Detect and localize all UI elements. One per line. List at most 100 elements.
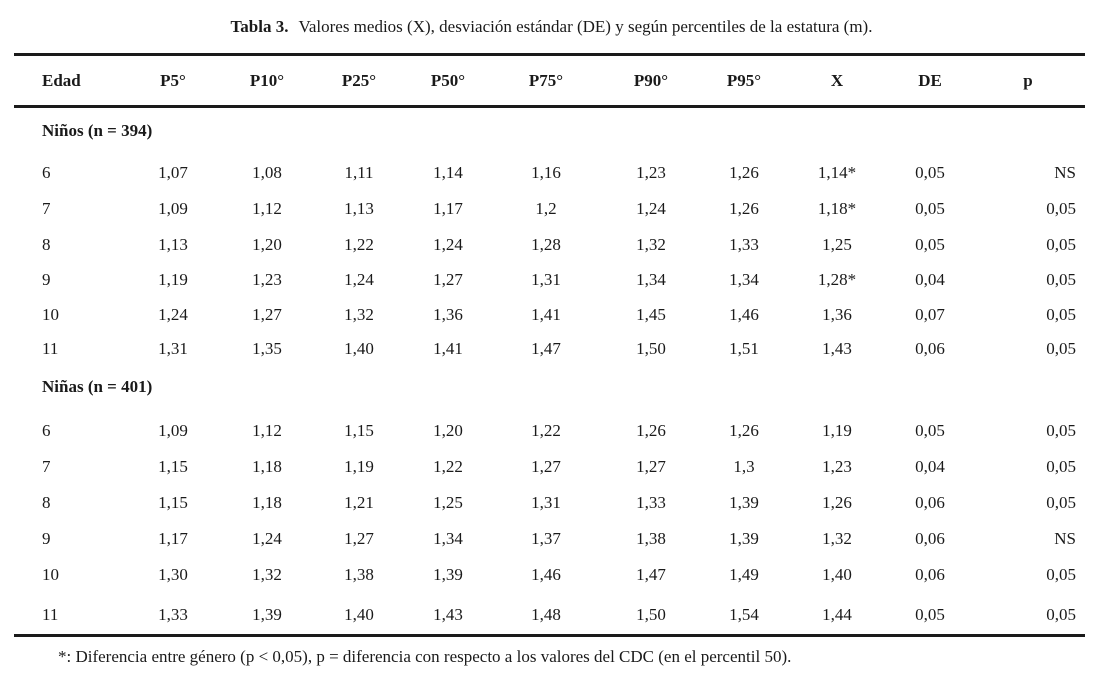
table-cell: 1,27	[252, 305, 282, 324]
table-cell: 1,26	[729, 421, 759, 440]
table-cell: 0,06	[915, 493, 945, 512]
group-title: Niños (n = 394)	[42, 121, 153, 140]
table-caption: Tabla 3. Valores medios (X), desviación …	[0, 16, 1103, 38]
column-header: P25°	[341, 71, 377, 90]
table-cell: 0,05	[1046, 339, 1076, 358]
table-cell: 1,15	[158, 493, 188, 512]
table-cell: 6	[42, 163, 51, 182]
table-cell: 1,32	[822, 529, 852, 548]
table-cell: 7	[42, 199, 51, 218]
table-cell: 0,04	[915, 457, 945, 476]
table-cell: 0,06	[915, 565, 945, 584]
table-cell: 0,05	[1046, 270, 1076, 289]
table-cell: 1,39	[729, 493, 759, 512]
table-caption-label: Tabla 3.	[230, 17, 289, 36]
column-header: P50°	[430, 71, 466, 90]
column-header: P90°	[633, 71, 669, 90]
table-cell: 1,09	[158, 421, 188, 440]
table-cell: 1,50	[636, 605, 666, 624]
table-cell: 0,05	[915, 421, 945, 440]
table-cell: 1,51	[729, 339, 759, 358]
table-cell: 1,23	[822, 457, 852, 476]
table-cell: 0,07	[915, 305, 945, 324]
table-cell: 1,15	[344, 421, 374, 440]
table-cell: 1,40	[344, 605, 374, 624]
table-cell: 1,31	[531, 493, 561, 512]
table-cell: 0,05	[1046, 199, 1076, 218]
table-cell: 1,24	[158, 305, 188, 324]
table-cell: 1,24	[344, 270, 374, 289]
table-cell: 11	[42, 605, 59, 624]
table-cell: 1,24	[636, 199, 666, 218]
table-cell: 1,32	[344, 305, 374, 324]
table-cell: 1,09	[158, 199, 188, 218]
table-cell: 0,04	[915, 270, 945, 289]
table-caption-text: Valores medios (X), desviación estándar …	[298, 17, 873, 36]
column-header: P75°	[528, 71, 564, 90]
table-cell: 1,30	[158, 565, 188, 584]
table-cell: 1,3	[733, 457, 755, 476]
table-cell: 1,27	[531, 457, 561, 476]
table-cell: 1,13	[158, 235, 188, 254]
table-cell: 1,22	[433, 457, 463, 476]
table-cell: 1,31	[158, 339, 188, 358]
table-cell: 10	[42, 565, 59, 584]
table-cell: 1,32	[636, 235, 666, 254]
table-header-rule	[14, 105, 1085, 108]
table-cell: 1,41	[433, 339, 463, 358]
table-cell: 6	[42, 421, 51, 440]
table-cell: 1,38	[636, 529, 666, 548]
table-cell: 1,13	[344, 199, 374, 218]
table-top-rule	[14, 53, 1085, 56]
table-cell: 1,14	[433, 163, 463, 182]
table-cell: 0,06	[915, 529, 945, 548]
table-cell: 0,05	[1046, 565, 1076, 584]
column-header: Edad	[42, 71, 81, 90]
table-cell: 1,18	[252, 457, 282, 476]
table-cell: 1,2	[535, 199, 557, 218]
table-cell: 1,40	[344, 339, 374, 358]
table-cell: 0,05	[1046, 457, 1076, 476]
table-cell: 1,48	[531, 605, 561, 624]
table-cell: 1,39	[252, 605, 282, 624]
table-cell: 1,36	[433, 305, 463, 324]
column-header: P95°	[726, 71, 762, 90]
table-cell: 1,15	[158, 457, 188, 476]
table-cell: 10	[42, 305, 59, 324]
table-cell: 1,27	[433, 270, 463, 289]
table-cell: 1,26	[729, 163, 759, 182]
table-cell: 1,07	[158, 163, 188, 182]
table-cell: 1,19	[344, 457, 374, 476]
table-cell: 1,14*	[817, 163, 857, 182]
table-cell: 8	[42, 493, 51, 512]
table-cell: 1,27	[636, 457, 666, 476]
table-cell: 1,26	[822, 493, 852, 512]
table-cell: 1,23	[636, 163, 666, 182]
table-cell: 1,38	[344, 565, 374, 584]
table-cell: 1,32	[252, 565, 282, 584]
table-cell: 1,12	[252, 421, 282, 440]
table-cell: 1,26	[636, 421, 666, 440]
table-cell: 1,18	[252, 493, 282, 512]
table-cell: 1,34	[729, 270, 759, 289]
table-cell: 0,05	[1046, 493, 1076, 512]
table-cell: 0,05	[1046, 235, 1076, 254]
table-cell: 1,39	[433, 565, 463, 584]
table-cell: 1,39	[729, 529, 759, 548]
table-cell: 1,19	[158, 270, 188, 289]
table-cell: 1,43	[433, 605, 463, 624]
table-cell: 1,26	[729, 199, 759, 218]
table-cell: 7	[42, 457, 51, 476]
table-cell: 1,54	[729, 605, 759, 624]
table-cell: 1,37	[531, 529, 561, 548]
table-cell: 0,05	[915, 199, 945, 218]
table-cell: 1,25	[822, 235, 852, 254]
table-cell: 1,43	[822, 339, 852, 358]
table-cell: 1,11	[344, 163, 374, 182]
table-cell: 1,33	[636, 493, 666, 512]
table-cell: 1,16	[531, 163, 561, 182]
table-footnote: *: Diferencia entre género (p < 0,05), p…	[58, 647, 792, 666]
table-cell: NS	[1054, 163, 1076, 182]
table-cell: 1,33	[729, 235, 759, 254]
table-cell: 1,27	[344, 529, 374, 548]
